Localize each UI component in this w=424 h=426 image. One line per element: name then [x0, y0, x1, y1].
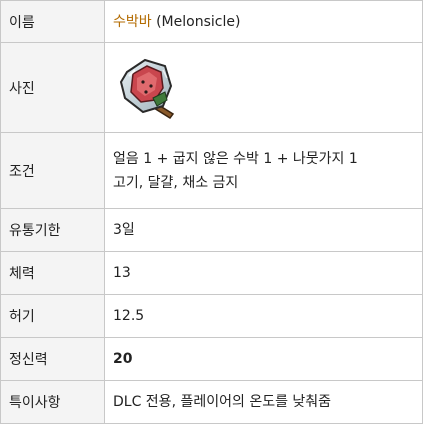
- melonsicle-icon: [119, 58, 175, 119]
- label-name: 이름: [0, 0, 105, 43]
- recipe-line-1: 얼음 1 + 굽지 않은 수박 1 + 나뭇가지 1: [113, 150, 358, 167]
- row-sanity: 정신력 20: [0, 337, 423, 381]
- value-sanity: 20: [104, 337, 423, 381]
- row-health: 체력 13: [0, 251, 423, 295]
- row-recipe: 조건 얼음 1 + 굽지 않은 수박 1 + 나뭇가지 1 고기, 달걀, 채소…: [0, 132, 423, 209]
- value-photo: [104, 42, 423, 133]
- item-name-link[interactable]: 수박바: [113, 13, 152, 30]
- recipe-line-2: 고기, 달걀, 채소 금지: [113, 174, 239, 191]
- row-name: 이름 수박바 (Melonsicle): [0, 0, 423, 43]
- row-expiry: 유통기한 3일: [0, 208, 423, 252]
- value-name: 수박바 (Melonsicle): [104, 0, 423, 43]
- value-recipe: 얼음 1 + 굽지 않은 수박 1 + 나뭇가지 1 고기, 달걀, 채소 금지: [104, 132, 423, 209]
- value-expiry: 3일: [104, 208, 423, 252]
- label-hunger: 허기: [0, 294, 105, 338]
- row-photo: 사진: [0, 42, 423, 133]
- label-health: 체력: [0, 251, 105, 295]
- row-special: 특이사항 DLC 전용, 플레이어의 온도를 낮춰줌: [0, 380, 423, 424]
- value-hunger: 12.5: [104, 294, 423, 338]
- item-name-english: (Melonsicle): [151, 13, 241, 30]
- label-sanity: 정신력: [0, 337, 105, 381]
- label-recipe: 조건: [0, 132, 105, 209]
- label-special: 특이사항: [0, 380, 105, 424]
- value-special: DLC 전용, 플레이어의 온도를 낮춰줌: [104, 380, 423, 424]
- label-photo: 사진: [0, 42, 105, 133]
- label-expiry: 유통기한: [0, 208, 105, 252]
- row-hunger: 허기 12.5: [0, 294, 423, 338]
- value-health: 13: [104, 251, 423, 295]
